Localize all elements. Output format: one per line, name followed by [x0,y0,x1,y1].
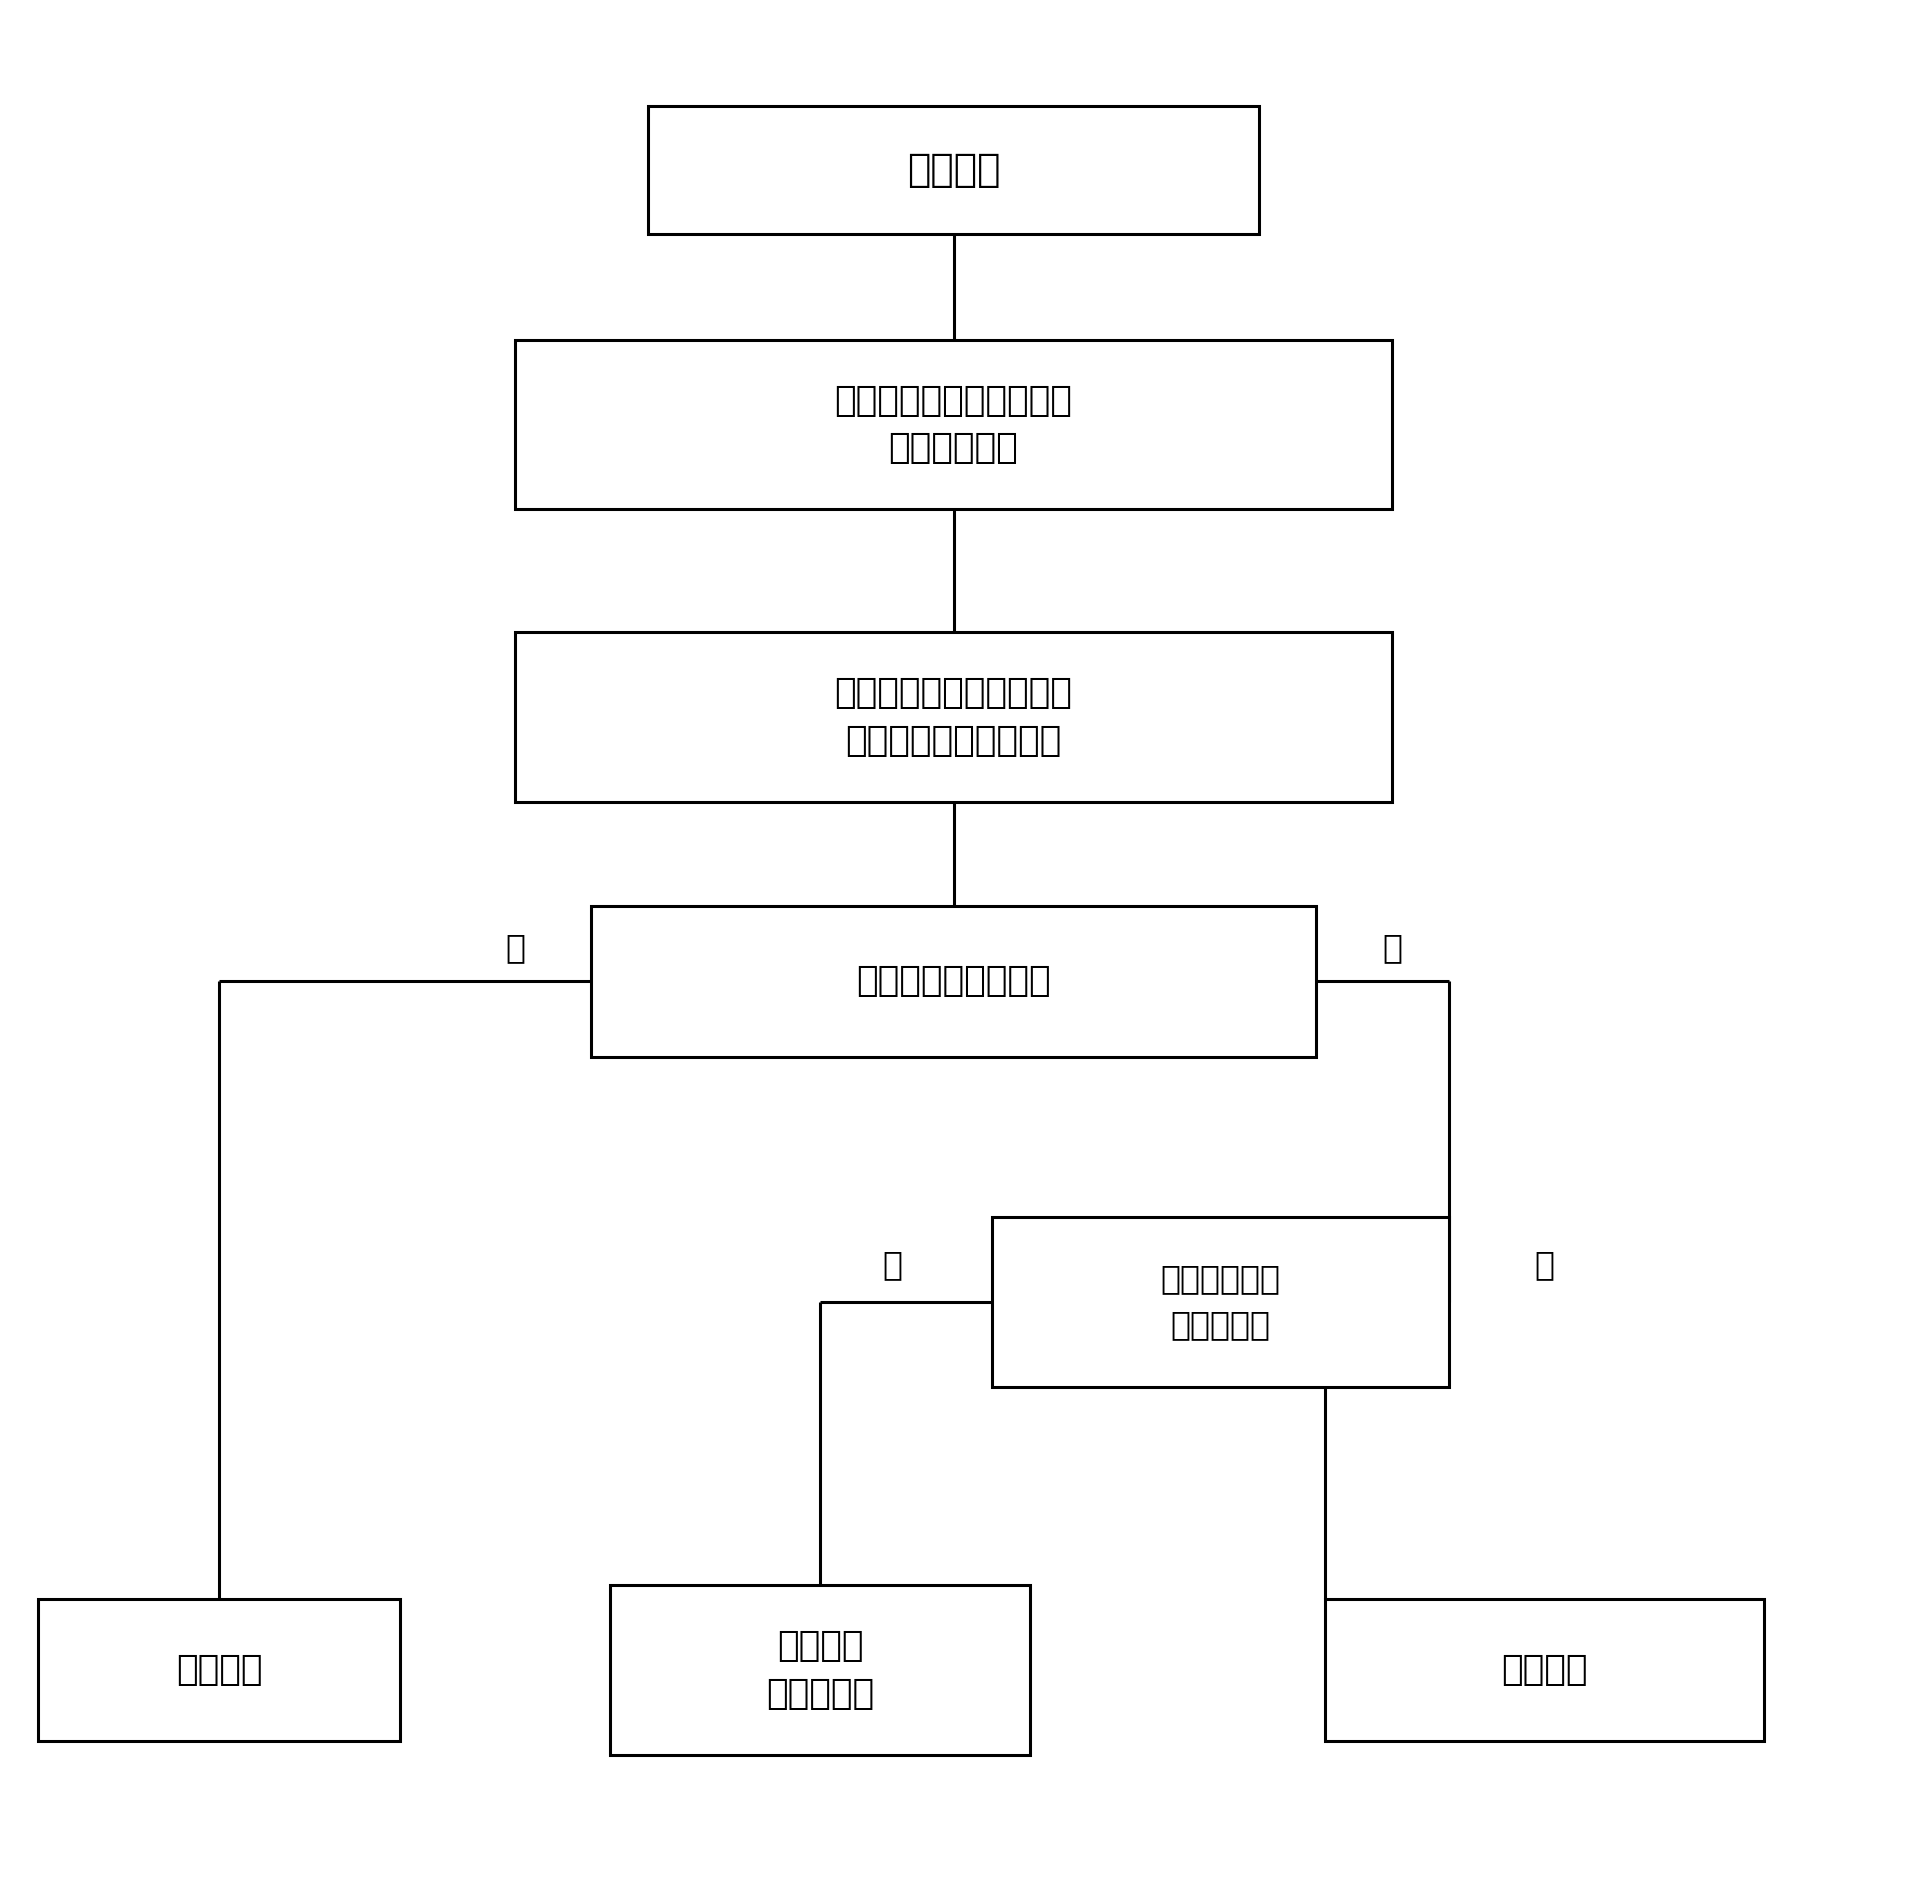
Text: 试样准备: 试样准备 [906,151,1001,189]
Text: 线性分析: 线性分析 [1501,1653,1589,1687]
Bar [515,340,1392,509]
Text: 是: 是 [883,1247,902,1281]
Text: 直接确定: 直接确定 [175,1653,263,1687]
Bar [648,106,1259,234]
Text: 事后观察
压痕点属性: 事后观察 压痕点属性 [767,1628,873,1712]
Bar [992,1217,1449,1387]
Text: 数据初始分析并剔除坏点
将有效数据列表或做图: 数据初始分析并剔除坏点 将有效数据列表或做图 [835,676,1072,759]
Bar [38,1598,400,1740]
Bar [1325,1598,1764,1740]
Text: 数据是否自然分组？: 数据是否自然分组？ [856,964,1051,998]
Bar [610,1585,1030,1755]
Text: 是: 是 [505,930,524,964]
Text: 是否具备事后
观察条件？: 是否具备事后 观察条件？ [1161,1262,1280,1342]
Text: 否: 否 [1383,930,1402,964]
Bar [591,906,1316,1057]
Text: 测试区域与测试网格选择
纳米压入测试: 测试区域与测试网格选择 纳米压入测试 [835,383,1072,466]
Bar [515,632,1392,802]
Text: 否: 否 [1535,1247,1554,1281]
